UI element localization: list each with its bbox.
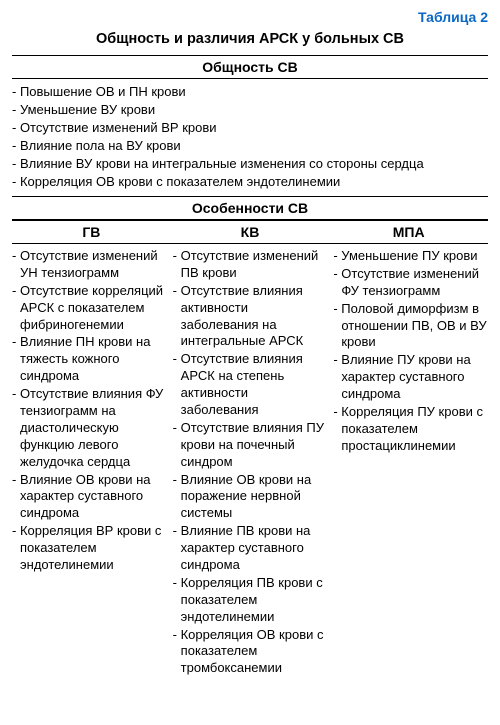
common-list-item: - Отсутствие изменений ВР крови bbox=[12, 120, 488, 137]
kv-list-item: - Влияние ПВ крови на характер суставног… bbox=[173, 523, 328, 574]
common-list-item: - Повышение ОВ и ПН крови bbox=[12, 84, 488, 101]
kv-list-item: - Отсутствие изменений ПВ крови bbox=[173, 248, 328, 282]
columns-body: - Отсутствие изменений УН тензиограмм- О… bbox=[12, 244, 488, 678]
gv-list-item: - Отсутствие влияния ФУ тензиограмм на д… bbox=[12, 386, 167, 470]
common-list: - Повышение ОВ и ПН крови- Уменьшение ВУ… bbox=[12, 79, 488, 195]
column-gv: - Отсутствие изменений УН тензиограмм- О… bbox=[12, 248, 167, 678]
col-head-gv: ГВ bbox=[12, 221, 171, 243]
common-list-item: - Влияние ВУ крови на интегральные измен… bbox=[12, 156, 488, 173]
gv-list-item: - Корреляция ВР крови с показателем эндо… bbox=[12, 523, 167, 574]
mpa-list-item: - Отсутствие изменений ФУ тензиограмм bbox=[333, 266, 488, 300]
mpa-list-item: - Уменьшение ПУ крови bbox=[333, 248, 488, 265]
table-number-label: Таблица 2 bbox=[12, 8, 488, 26]
common-list-item: - Влияние пола на ВУ крови bbox=[12, 138, 488, 155]
section-header-common: Общность СВ bbox=[12, 55, 488, 79]
gv-list-item: - Влияние ПН крови на тяжесть кожного си… bbox=[12, 334, 167, 385]
kv-list-item: - Корреляция ОВ крови с показателем тром… bbox=[173, 627, 328, 678]
common-list-item: - Корреляция ОВ крови с показателем эндо… bbox=[12, 174, 488, 191]
kv-list-item: - Отсутствие влияния ПУ крови на почечны… bbox=[173, 420, 328, 471]
mpa-list-item: - Влияние ПУ крови на характер суставног… bbox=[333, 352, 488, 403]
common-list-item: - Уменьшение ВУ крови bbox=[12, 102, 488, 119]
kv-list-item: - Корреляция ПВ крови с показателем эндо… bbox=[173, 575, 328, 626]
kv-list-item: - Отсутствие влияния активности заболева… bbox=[173, 283, 328, 351]
section-header-special: Особенности СВ bbox=[12, 196, 488, 220]
gv-list-item: - Отсутствие изменений УН тензиограмм bbox=[12, 248, 167, 282]
gv-list-item: - Отсутствие корреляций АРСК с показател… bbox=[12, 283, 167, 334]
columns-header-row: ГВ КВ МПА bbox=[12, 220, 488, 244]
mpa-list-item: - Половой диморфизм в отношении ПВ, ОВ и… bbox=[333, 301, 488, 352]
column-mpa: - Уменьшение ПУ крови- Отсутствие измене… bbox=[333, 248, 488, 678]
column-kv: - Отсутствие изменений ПВ крови- Отсутст… bbox=[173, 248, 328, 678]
kv-list-item: - Влияние ОВ крови на поражение нервной … bbox=[173, 472, 328, 523]
col-head-mpa: МПА bbox=[329, 221, 488, 243]
gv-list-item: - Влияние ОВ крови на характер суставног… bbox=[12, 472, 167, 523]
col-head-kv: КВ bbox=[171, 221, 330, 243]
mpa-list-item: - Корреляция ПУ крови с показателем прос… bbox=[333, 404, 488, 455]
kv-list-item: - Отсутствие влияния АРСК на степень акт… bbox=[173, 351, 328, 419]
main-title: Общность и различия АРСК у больных СВ bbox=[12, 30, 488, 49]
